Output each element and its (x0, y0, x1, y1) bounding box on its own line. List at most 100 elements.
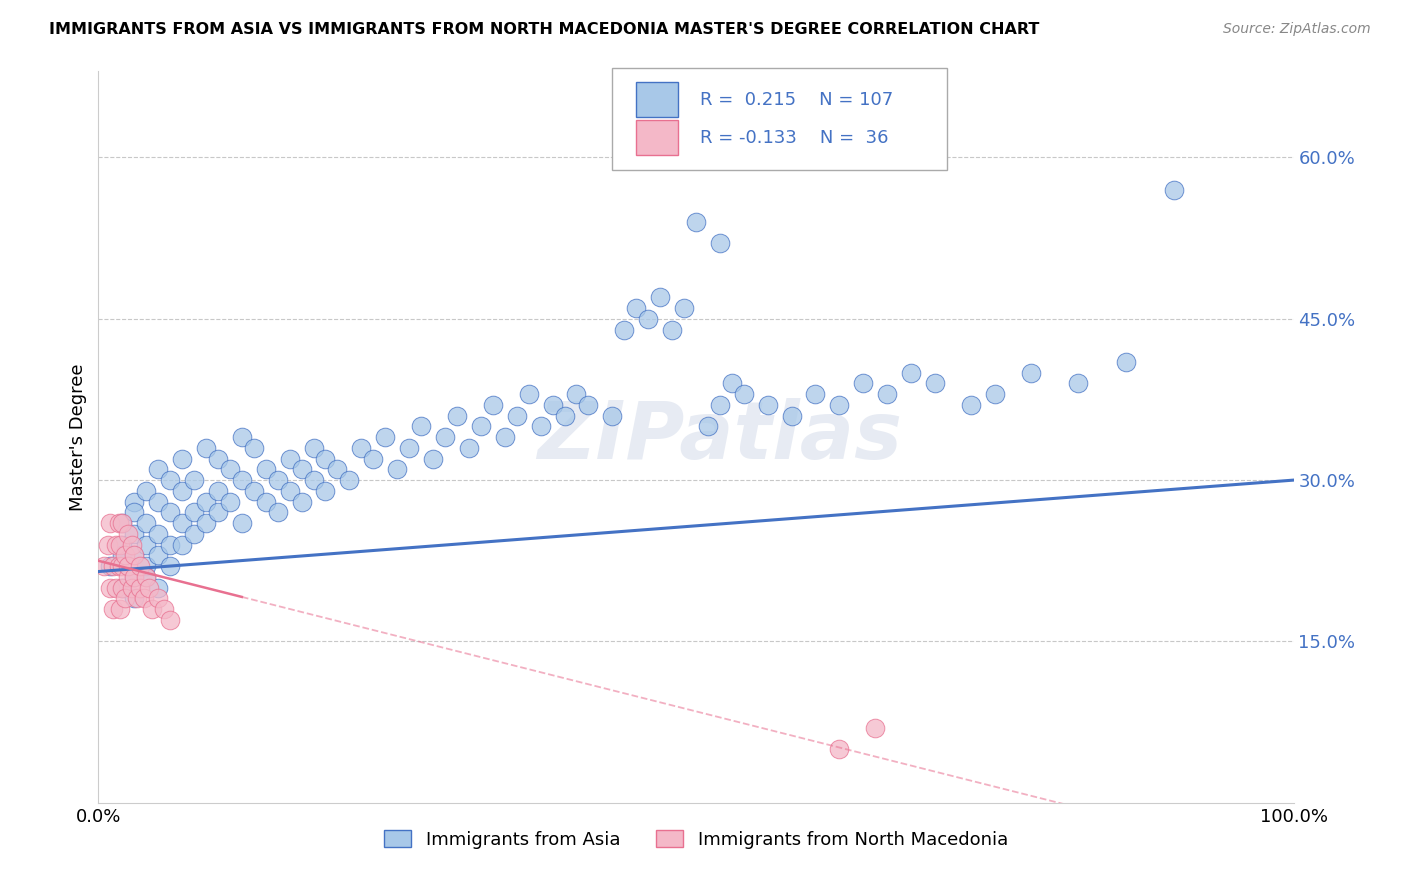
Point (148, 527, 170, 541)
Point (98, 581, 122, 595)
Point (129, 581, 152, 595)
Point (685, 215, 707, 229)
Point (111, 549, 134, 563)
Point (141, 602, 163, 616)
Point (125, 591, 148, 606)
Point (350, 441, 373, 455)
Point (613, 322, 636, 336)
Point (111, 516, 134, 530)
Point (195, 516, 218, 530)
Point (673, 301, 696, 315)
Point (254, 462, 277, 476)
Point (661, 322, 683, 336)
Point (267, 473, 290, 487)
Text: Source: ZipAtlas.com: Source: ZipAtlas.com (1223, 22, 1371, 37)
Point (172, 451, 194, 466)
Point (135, 538, 157, 552)
Point (135, 483, 157, 498)
FancyBboxPatch shape (613, 68, 948, 170)
Point (374, 430, 396, 444)
Point (326, 462, 349, 476)
Point (195, 494, 218, 508)
Point (231, 430, 253, 444)
Point (207, 451, 229, 466)
Point (709, 236, 731, 251)
Point (172, 483, 194, 498)
Point (124, 505, 146, 519)
Point (114, 591, 136, 606)
Point (1163, 183, 1185, 197)
Point (554, 409, 576, 423)
Point (105, 581, 128, 595)
Point (231, 516, 253, 530)
Point (709, 398, 731, 412)
Point (207, 483, 229, 498)
Point (291, 462, 314, 476)
Point (828, 742, 851, 756)
Point (385, 462, 409, 476)
Point (602, 409, 624, 423)
Point (117, 570, 139, 584)
Point (108, 602, 131, 616)
Point (148, 494, 170, 508)
Point (865, 721, 887, 735)
Point (135, 559, 157, 574)
Point (159, 613, 181, 627)
Point (148, 462, 170, 476)
Point (124, 549, 146, 563)
Point (302, 441, 325, 455)
Point (828, 398, 851, 412)
Point (219, 494, 242, 508)
Point (254, 494, 277, 508)
Point (637, 311, 659, 326)
Point (207, 505, 229, 519)
Bar (637, 120, 678, 155)
Point (135, 570, 157, 584)
Point (541, 398, 564, 412)
Point (697, 419, 720, 434)
Point (124, 549, 146, 563)
Point (105, 538, 128, 552)
Point (148, 581, 170, 595)
Point (900, 366, 922, 380)
Point (101, 559, 124, 574)
Point (565, 387, 588, 401)
Point (117, 527, 139, 541)
Point (506, 409, 529, 423)
Point (159, 538, 181, 552)
Point (172, 516, 194, 530)
Legend: Immigrants from Asia, Immigrants from North Macedonia: Immigrants from Asia, Immigrants from No… (377, 823, 1015, 856)
Point (267, 505, 290, 519)
Point (219, 462, 242, 476)
Point (243, 441, 266, 455)
Point (107, 559, 129, 574)
Point (363, 451, 385, 466)
Point (121, 581, 143, 595)
Point (111, 516, 134, 530)
Point (97, 538, 120, 552)
Point (148, 549, 170, 563)
Point (756, 398, 779, 412)
Point (458, 441, 481, 455)
Point (243, 483, 266, 498)
Point (530, 419, 553, 434)
Point (129, 559, 152, 574)
Point (153, 602, 176, 616)
Point (135, 570, 157, 584)
Point (124, 570, 146, 584)
Point (101, 602, 124, 616)
Point (195, 441, 218, 455)
Point (124, 591, 146, 606)
Point (339, 473, 361, 487)
Point (183, 527, 205, 541)
Point (135, 516, 157, 530)
Point (124, 527, 146, 541)
Point (1067, 376, 1090, 391)
Point (132, 591, 155, 606)
Point (721, 376, 744, 391)
Point (111, 538, 134, 552)
Point (108, 538, 131, 552)
Text: R =  0.215    N = 107: R = 0.215 N = 107 (700, 91, 893, 109)
Point (876, 387, 898, 401)
Point (780, 409, 803, 423)
